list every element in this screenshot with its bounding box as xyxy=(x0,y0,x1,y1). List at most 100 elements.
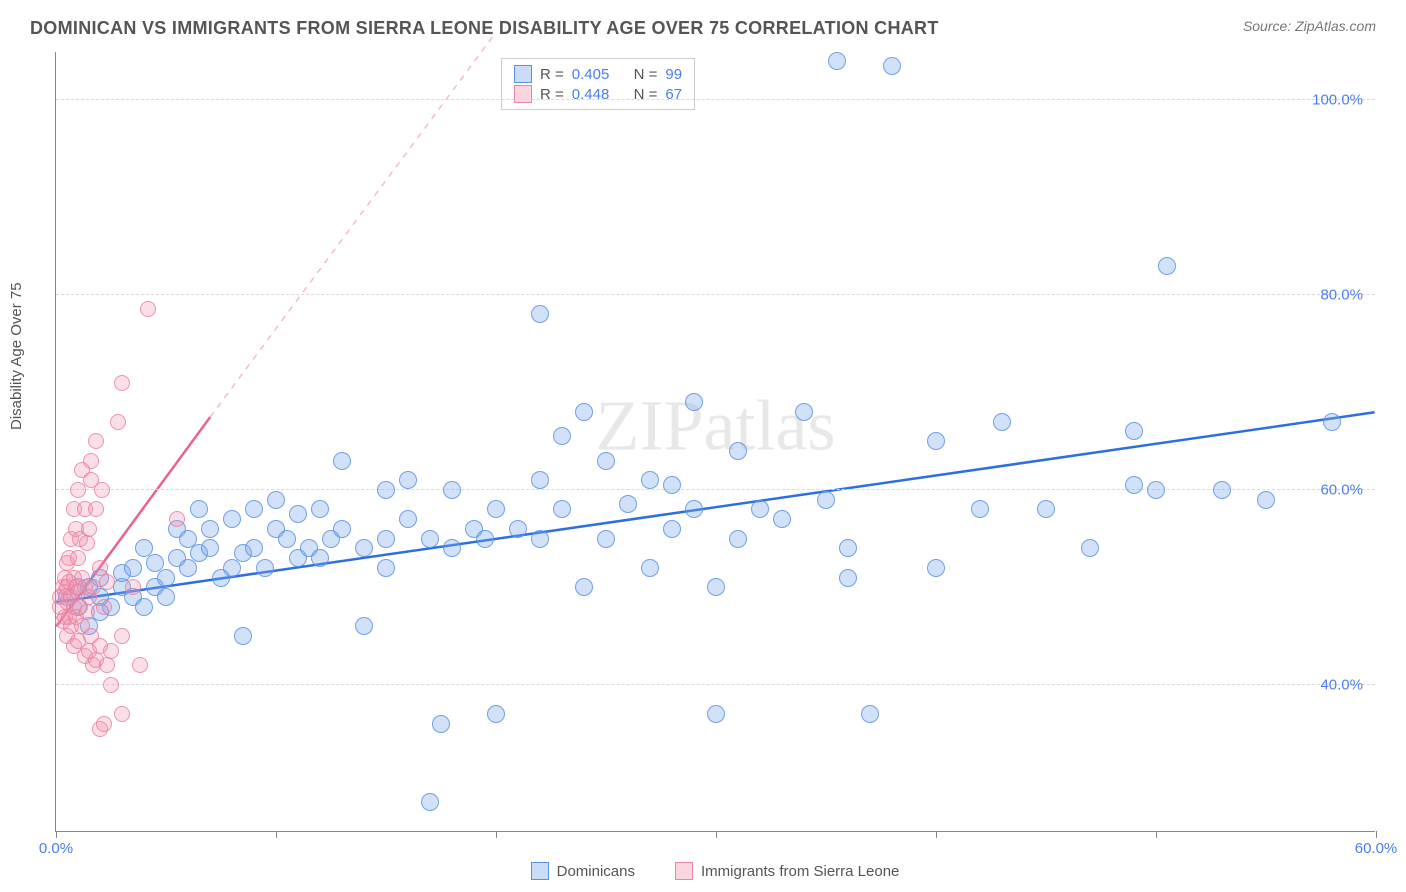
data-point xyxy=(88,501,104,517)
data-point xyxy=(94,482,110,498)
data-point xyxy=(707,705,725,723)
data-point xyxy=(81,521,97,537)
data-point xyxy=(311,549,329,567)
data-point xyxy=(443,539,461,557)
x-tick-label: 60.0% xyxy=(1355,840,1398,857)
data-point xyxy=(114,375,130,391)
x-tick xyxy=(1156,831,1157,838)
x-tick xyxy=(496,831,497,838)
data-point xyxy=(124,559,142,577)
data-point xyxy=(971,500,989,518)
data-point xyxy=(223,510,241,528)
data-point xyxy=(597,452,615,470)
data-point xyxy=(509,520,527,538)
legend-label: Immigrants from Sierra Leone xyxy=(701,863,899,880)
data-point xyxy=(157,569,175,587)
data-point xyxy=(839,539,857,557)
data-point xyxy=(839,569,857,587)
x-tick xyxy=(276,831,277,838)
x-tick xyxy=(56,831,57,838)
data-point xyxy=(103,643,119,659)
data-point xyxy=(729,530,747,548)
y-axis-label: Disability Age Over 75 xyxy=(8,282,25,430)
y-tick-label: 100.0% xyxy=(1312,91,1363,108)
data-point xyxy=(432,715,450,733)
data-point xyxy=(1081,539,1099,557)
data-point xyxy=(685,500,703,518)
data-point xyxy=(575,403,593,421)
data-point xyxy=(1037,500,1055,518)
data-point xyxy=(883,57,901,75)
data-point xyxy=(99,574,115,590)
data-point xyxy=(377,481,395,499)
data-point xyxy=(96,599,112,615)
swatch-blue-icon xyxy=(531,862,549,880)
data-point xyxy=(256,559,274,577)
legend-label: Dominicans xyxy=(557,863,635,880)
data-point xyxy=(201,520,219,538)
legend-item-dominicans: Dominicans xyxy=(531,862,635,880)
swatch-pink-icon xyxy=(514,85,532,103)
data-point xyxy=(333,452,351,470)
data-point xyxy=(157,588,175,606)
correlation-stats-box: R = 0.405 N = 99 R = 0.448 N = 67 xyxy=(501,58,695,110)
x-tick xyxy=(716,831,717,838)
data-point xyxy=(79,604,95,620)
gridline xyxy=(56,99,1375,100)
chart-plot-area: ZIPatlas R = 0.405 N = 99 R = 0.448 N = … xyxy=(55,52,1375,832)
data-point xyxy=(729,442,747,460)
swatch-pink-icon xyxy=(675,862,693,880)
data-point xyxy=(927,432,945,450)
data-point xyxy=(135,598,153,616)
data-point xyxy=(70,550,86,566)
data-point xyxy=(125,579,141,595)
data-point xyxy=(92,560,108,576)
y-tick-label: 80.0% xyxy=(1320,286,1363,303)
data-point xyxy=(223,559,241,577)
data-point xyxy=(531,471,549,489)
data-point xyxy=(278,530,296,548)
data-point xyxy=(619,495,637,513)
source-attribution: Source: ZipAtlas.com xyxy=(1243,18,1376,34)
chart-title: DOMINICAN VS IMMIGRANTS FROM SIERRA LEON… xyxy=(30,18,939,39)
data-point xyxy=(179,559,197,577)
data-point xyxy=(79,535,95,551)
data-point xyxy=(773,510,791,528)
data-point xyxy=(751,500,769,518)
x-tick xyxy=(936,831,937,838)
data-point xyxy=(795,403,813,421)
data-point xyxy=(487,500,505,518)
data-point xyxy=(927,559,945,577)
data-point xyxy=(201,539,219,557)
legend-bottom: Dominicans Immigrants from Sierra Leone xyxy=(55,862,1375,880)
data-point xyxy=(355,539,373,557)
data-point xyxy=(553,500,571,518)
data-point xyxy=(169,511,185,527)
data-point xyxy=(96,716,112,732)
data-point xyxy=(993,413,1011,431)
data-point xyxy=(817,491,835,509)
data-point xyxy=(553,427,571,445)
data-point xyxy=(267,491,285,509)
data-point xyxy=(234,627,252,645)
data-point xyxy=(190,500,208,518)
gridline xyxy=(56,489,1375,490)
data-point xyxy=(641,559,659,577)
data-point xyxy=(1213,481,1231,499)
data-point xyxy=(531,305,549,323)
data-point xyxy=(355,617,373,635)
gridline xyxy=(56,684,1375,685)
data-point xyxy=(707,578,725,596)
data-point xyxy=(597,530,615,548)
gridline xyxy=(56,294,1375,295)
data-point xyxy=(399,510,417,528)
data-point xyxy=(333,520,351,538)
data-point xyxy=(110,414,126,430)
data-point xyxy=(476,530,494,548)
data-point xyxy=(311,500,329,518)
data-point xyxy=(140,301,156,317)
data-point xyxy=(289,505,307,523)
data-point xyxy=(103,677,119,693)
data-point xyxy=(487,705,505,723)
x-tick-label: 0.0% xyxy=(39,840,73,857)
